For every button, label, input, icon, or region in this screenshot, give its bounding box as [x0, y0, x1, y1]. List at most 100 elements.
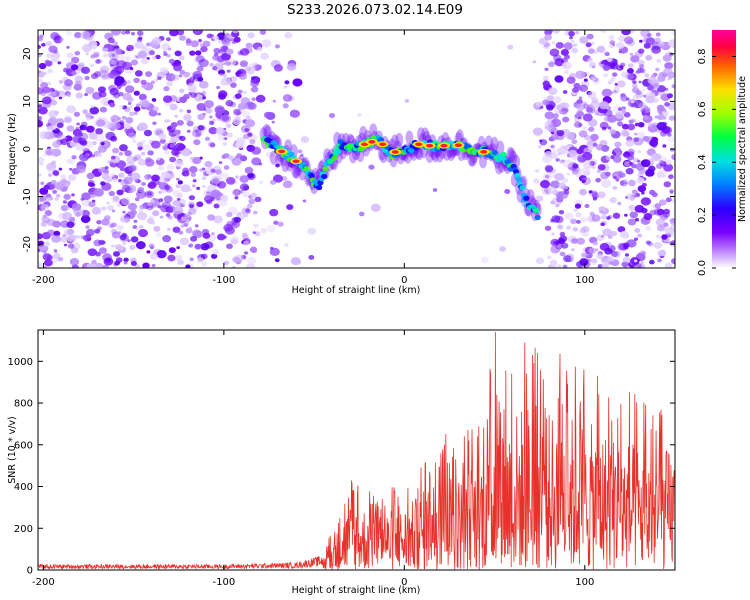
noise-blob: [138, 93, 147, 101]
noise-blob: [119, 54, 126, 61]
noise-blob: [200, 46, 208, 53]
track-haze: [490, 136, 499, 151]
noise-blob: [38, 71, 46, 78]
noise-blob: [162, 95, 173, 103]
noise-blob: [59, 235, 68, 243]
noise-blob: [555, 158, 560, 162]
track-core: [519, 185, 526, 191]
noise-blob: [637, 121, 645, 128]
noise-blob: [592, 78, 601, 85]
noise-blob: [47, 68, 54, 74]
noise-blob: [299, 153, 304, 157]
noise-blob: [98, 239, 105, 246]
noise-blob: [43, 71, 48, 75]
noise-blob: [132, 156, 139, 162]
noise-blob: [626, 68, 634, 74]
noise-blob: [564, 70, 569, 74]
noise-blob: [669, 217, 675, 225]
noise-blob: [655, 32, 661, 37]
noise-blob: [123, 261, 128, 265]
noise-blob: [555, 42, 564, 49]
noise-blob: [261, 39, 272, 48]
noise-blob: [573, 208, 578, 213]
noise-blob: [251, 264, 256, 268]
noise-blob: [180, 184, 191, 193]
noise-blob: [75, 126, 79, 130]
noise-blob: [147, 202, 153, 207]
noise-blob: [539, 139, 548, 146]
noise-blob: [202, 232, 211, 239]
noise-blob: [100, 181, 106, 186]
noise-blob: [121, 115, 127, 120]
noise-blob: [40, 214, 50, 222]
noise-blob: [595, 143, 604, 151]
noise-blob: [627, 218, 637, 226]
noise-blob: [239, 108, 245, 113]
noise-blob: [53, 252, 61, 259]
noise-blob: [269, 208, 279, 217]
noise-blob: [173, 206, 184, 215]
noise-blob: [94, 228, 101, 234]
noise-blob: [197, 113, 206, 121]
noise-blob: [244, 166, 254, 174]
spectrogram-x-axis-label: Height of straight line (km): [292, 285, 421, 296]
noise-blob: [587, 48, 595, 54]
noise-blob: [218, 69, 226, 76]
noise-blob: [174, 129, 181, 135]
noise-blob: [232, 117, 242, 125]
noise-blob: [213, 52, 219, 57]
noise-blob: [597, 191, 606, 199]
noise-blob: [633, 137, 640, 142]
noise-blob: [564, 32, 569, 36]
noise-blob: [180, 216, 187, 221]
noise-blob: [644, 73, 650, 78]
track-core: [320, 173, 328, 180]
noise-blob: [110, 114, 120, 123]
noise-blob: [54, 34, 62, 41]
noise-blob: [209, 63, 214, 67]
noise-blob: [63, 243, 68, 247]
noise-blob: [109, 59, 116, 65]
noise-blob: [265, 151, 274, 158]
noise-blob: [561, 102, 570, 109]
noise-blob: [138, 228, 149, 238]
y-tick-label: 10: [22, 95, 33, 108]
noise-blob: [625, 73, 635, 81]
noise-blob: [645, 169, 655, 177]
noise-blob: [656, 58, 662, 64]
noise-blob: [98, 166, 106, 174]
noise-blob: [549, 172, 557, 179]
noise-blob: [56, 122, 64, 129]
noise-blob: [209, 142, 216, 148]
noise-blob: [100, 97, 112, 107]
track-core: [533, 208, 540, 214]
noise-blob: [69, 258, 80, 266]
noise-blob: [65, 158, 73, 164]
noise-blob: [539, 179, 551, 189]
noise-blob: [103, 257, 114, 266]
noise-blob: [197, 257, 204, 263]
noise-blob: [66, 93, 71, 97]
noise-blob: [119, 166, 125, 172]
noise-blob: [151, 264, 156, 268]
noise-blob: [251, 248, 257, 254]
noise-blob: [571, 248, 575, 252]
noise-blob: [74, 80, 82, 87]
noise-blob: [216, 106, 226, 114]
noise-blob: [123, 214, 131, 220]
noise-blob: [273, 64, 283, 72]
noise-blob: [155, 232, 162, 238]
noise-blob: [658, 91, 663, 95]
noise-blob: [53, 230, 61, 237]
noise-blob: [562, 90, 568, 94]
spectrogram-noise: [38, 30, 675, 268]
noise-blob: [90, 73, 99, 80]
noise-blob: [664, 102, 670, 107]
noise-blob: [163, 150, 170, 155]
noise-blob: [197, 124, 205, 131]
noise-blob: [547, 255, 552, 260]
noise-blob: [535, 101, 543, 108]
noise-blob: [210, 168, 216, 173]
noise-blob: [664, 87, 669, 91]
track-haze: [405, 130, 414, 145]
